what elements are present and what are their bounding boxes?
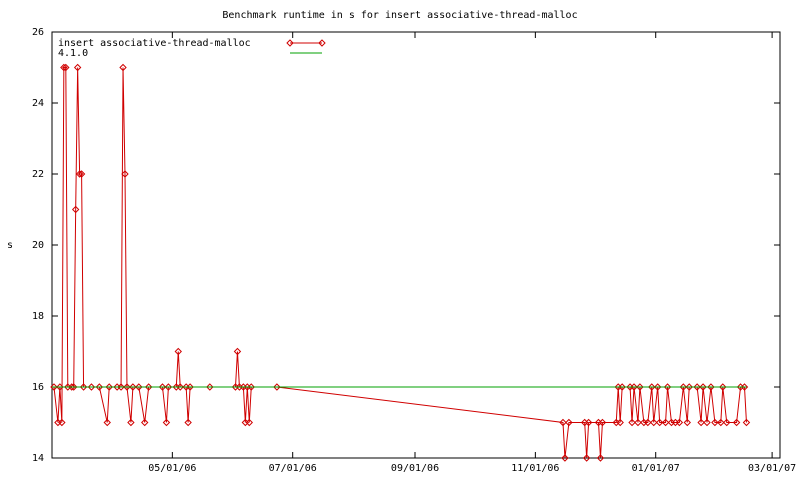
data-point: [679, 383, 688, 391]
data-point: [697, 418, 705, 427]
data-point: [247, 383, 255, 391]
data-point: [655, 418, 664, 427]
data-point: [644, 418, 652, 427]
data-point: [707, 383, 715, 391]
series-line: [53, 67, 747, 459]
y-tick-label: 26: [32, 27, 44, 38]
data-point: [685, 383, 693, 391]
data-point: [103, 418, 111, 427]
data-point: [630, 383, 638, 391]
legend-label: insert associative-thread-malloc: [58, 38, 251, 49]
data-point: [723, 418, 731, 427]
y-tick-label: 24: [32, 98, 44, 109]
legend-marker: [286, 39, 294, 47]
data-point: [176, 383, 184, 391]
data-point: [174, 347, 182, 356]
data-point: [740, 383, 749, 391]
data-point: [60, 63, 68, 72]
data-point: [273, 383, 281, 391]
data-point: [693, 383, 701, 391]
data-point: [95, 383, 104, 391]
data-point: [105, 383, 113, 391]
data-point: [73, 63, 82, 72]
data-point: [703, 418, 711, 427]
legend-marker: [318, 39, 326, 47]
data-point: [245, 418, 253, 427]
x-tick-label: 11/01/06: [511, 463, 559, 474]
data-point: [618, 383, 626, 391]
data-point: [565, 418, 573, 427]
data-point: [233, 347, 242, 356]
data-point: [121, 170, 129, 178]
data-point: [732, 418, 741, 427]
data-point: [561, 454, 569, 462]
y-tick-label: 20: [32, 240, 44, 251]
data-point: [661, 418, 670, 427]
data-point: [127, 418, 135, 427]
x-tick-label: 05/01/06: [148, 463, 196, 474]
data-point: [717, 418, 725, 427]
data-point: [68, 383, 76, 391]
data-point: [186, 383, 194, 391]
data-point: [87, 383, 96, 391]
data-point: [719, 383, 727, 391]
x-tick-label: 09/01/06: [391, 463, 439, 474]
data-point: [129, 383, 137, 391]
data-point: [119, 63, 127, 72]
data-point: [628, 418, 636, 427]
data-point: [596, 454, 605, 462]
data-point: [184, 418, 192, 427]
data-point: [616, 418, 624, 427]
data-point: [69, 383, 78, 391]
data-point: [75, 170, 84, 178]
y-tick-label: 14: [32, 453, 44, 464]
data-point: [675, 418, 684, 427]
data-point: [50, 383, 58, 391]
data-point: [141, 418, 149, 427]
data-point: [598, 418, 607, 427]
data-point: [56, 383, 64, 391]
data-point: [742, 418, 751, 427]
y-tick-label: 22: [32, 169, 44, 180]
plot-frame: [51, 31, 781, 459]
data-point: [164, 383, 173, 391]
data-point: [559, 418, 567, 427]
data-point: [636, 383, 644, 391]
data-point: [79, 383, 88, 391]
data-point: [699, 383, 707, 391]
data-point: [582, 454, 591, 462]
y-axis-label: s: [7, 240, 13, 251]
chart-title: Benchmark runtime in s for insert associ…: [222, 10, 577, 21]
data-point: [162, 418, 171, 427]
data-point: [648, 383, 656, 391]
data-point: [683, 418, 691, 427]
x-tick-label: 03/01/07: [748, 463, 796, 474]
data-point: [653, 383, 662, 391]
data-point: [206, 383, 214, 391]
data-point: [71, 205, 80, 214]
data-point: [711, 418, 719, 427]
x-tick-label: 01/01/07: [632, 463, 680, 474]
data-point: [135, 383, 143, 391]
y-tick-label: 16: [32, 382, 44, 393]
data-point: [158, 383, 167, 391]
data-point: [117, 383, 125, 391]
y-tick-label: 18: [32, 311, 44, 322]
data-point: [62, 63, 70, 72]
data-point: [58, 418, 66, 427]
data-point: [650, 418, 658, 427]
data-point: [584, 418, 593, 427]
x-tick-label: 07/01/06: [269, 463, 317, 474]
data-point: [144, 383, 153, 391]
data-point: [77, 170, 86, 178]
legend-label: 4.1.0: [58, 48, 88, 59]
data-point: [663, 383, 672, 391]
data-point: [634, 418, 642, 427]
data-point: [123, 383, 131, 391]
